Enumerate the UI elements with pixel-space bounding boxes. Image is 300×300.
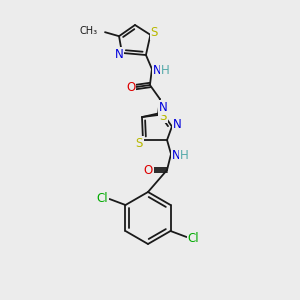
Text: O: O: [126, 80, 136, 94]
Text: N: N: [172, 118, 181, 131]
Text: O: O: [143, 164, 153, 176]
Text: N: N: [172, 148, 180, 161]
Text: S: S: [135, 136, 143, 149]
Text: S: S: [151, 26, 158, 39]
Text: Cl: Cl: [188, 232, 199, 244]
Text: Cl: Cl: [97, 191, 108, 205]
Text: N: N: [115, 48, 123, 62]
Text: H: H: [180, 148, 188, 161]
Text: S: S: [159, 110, 167, 122]
Text: N: N: [159, 101, 168, 114]
Text: N: N: [153, 64, 161, 76]
Text: CH₃: CH₃: [80, 26, 98, 36]
Text: H: H: [160, 64, 169, 76]
